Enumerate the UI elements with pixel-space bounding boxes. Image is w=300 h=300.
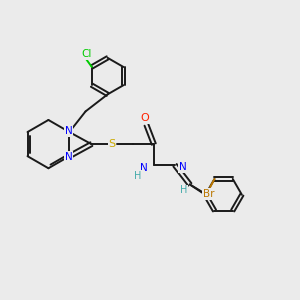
Text: Cl: Cl	[81, 49, 92, 59]
Text: N: N	[65, 152, 73, 162]
Text: H: H	[134, 171, 141, 181]
Text: N: N	[178, 162, 186, 172]
Text: N: N	[140, 163, 147, 173]
Text: O: O	[141, 113, 149, 124]
Text: S: S	[109, 139, 116, 148]
Text: N: N	[65, 126, 73, 136]
Text: Br: Br	[203, 189, 214, 199]
Text: H: H	[180, 185, 187, 195]
